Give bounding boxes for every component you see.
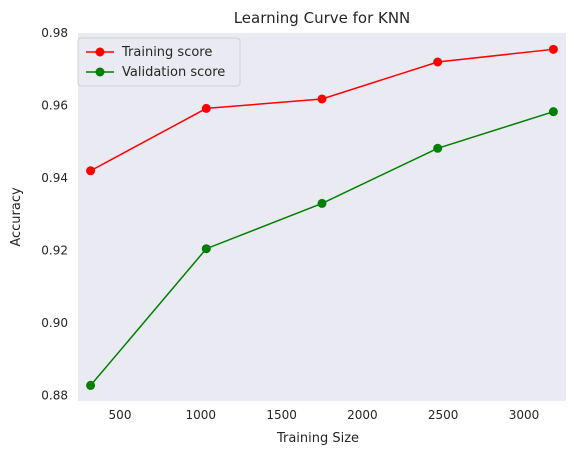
legend-label-training: Training score	[121, 45, 212, 60]
x-axis-ticks: 500 1000 1500 2000 2500 3000	[109, 408, 540, 422]
y-tick-label: 0.90	[41, 316, 68, 330]
y-tick-label: 0.94	[41, 171, 68, 185]
plot-area	[78, 33, 566, 401]
x-axis-label: Training Size	[276, 431, 359, 446]
x-tick-label: 3000	[509, 408, 540, 422]
data-point-training	[201, 103, 211, 113]
data-point-training	[548, 44, 558, 54]
data-point-training	[433, 57, 443, 67]
y-tick-label: 0.88	[41, 389, 68, 403]
series-layer	[86, 44, 558, 390]
legend-marker-training	[95, 47, 105, 57]
data-point-validation	[433, 143, 443, 153]
legend-marker-validation	[95, 67, 105, 77]
data-point-validation	[548, 107, 558, 117]
x-tick-label: 1000	[186, 408, 217, 422]
data-point-validation	[201, 244, 211, 254]
y-tick-label: 0.92	[41, 244, 68, 258]
y-tick-label: 0.96	[41, 99, 68, 113]
data-point-training	[317, 94, 327, 104]
chart-title: Learning Curve for KNN	[234, 9, 411, 27]
legend-box	[77, 37, 241, 87]
y-axis-ticks: 0.88 0.90 0.92 0.94 0.96 0.98	[41, 26, 68, 403]
y-axis-label: Accuracy	[9, 187, 24, 247]
data-point-training	[86, 166, 96, 176]
x-tick-label: 2000	[347, 408, 378, 422]
legend-label-validation: Validation score	[122, 65, 225, 80]
x-tick-label: 500	[109, 408, 132, 422]
data-point-validation	[86, 380, 96, 390]
legend: Training score Validation score	[77, 37, 241, 87]
x-tick-label: 2500	[428, 408, 459, 422]
x-tick-label: 1500	[266, 408, 297, 422]
data-point-validation	[317, 198, 327, 208]
y-tick-label: 0.98	[41, 26, 68, 40]
